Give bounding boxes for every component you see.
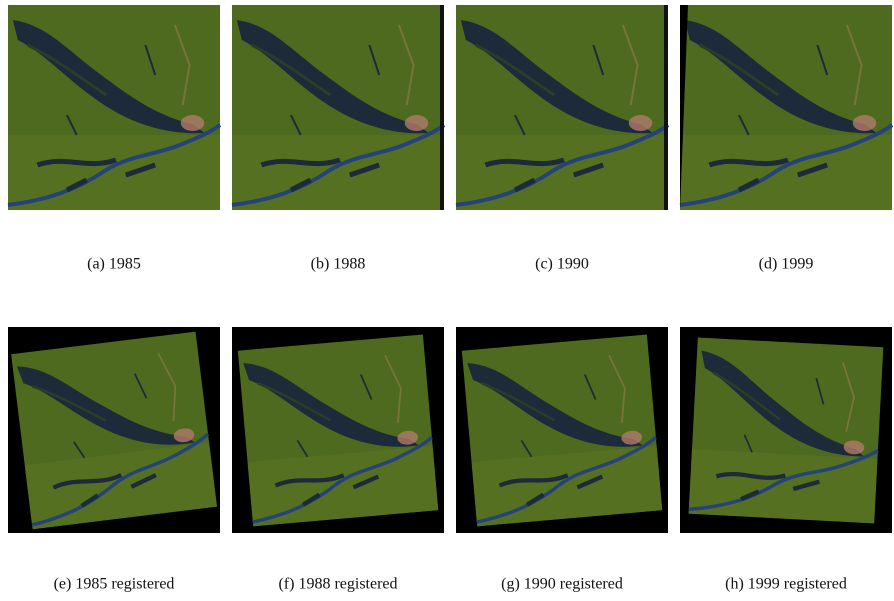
caption: (e) 1985 registered xyxy=(54,576,175,593)
figure: (a) 1985 (b) 1988 (c) 1990 (d) 1999 (e) 1985… xyxy=(0,0,894,601)
image-border xyxy=(664,5,668,210)
satellite-image xyxy=(232,5,444,210)
image-content xyxy=(689,338,884,524)
satellite-image xyxy=(8,327,220,533)
satellite-image xyxy=(8,5,220,210)
caption: (c) 1990 xyxy=(535,256,589,273)
satellite-image xyxy=(456,327,668,533)
caption: (b) 1988 xyxy=(311,256,366,273)
image-border xyxy=(440,5,444,210)
caption: (d) 1999 xyxy=(759,256,814,273)
image-content xyxy=(462,335,662,527)
satellite-image xyxy=(456,5,668,210)
image-content xyxy=(232,5,444,210)
satellite-image xyxy=(232,327,444,533)
image-content xyxy=(238,335,438,527)
caption: (a) 1985 xyxy=(87,256,141,273)
caption: (g) 1990 registered xyxy=(501,576,623,593)
caption: (h) 1999 registered xyxy=(725,576,847,593)
image-content xyxy=(8,5,220,210)
image-content xyxy=(456,5,668,210)
caption: (f) 1988 registered xyxy=(278,576,397,593)
image-content xyxy=(680,5,892,210)
satellite-image xyxy=(680,327,892,533)
image-content xyxy=(11,332,217,530)
satellite-image xyxy=(680,5,892,210)
